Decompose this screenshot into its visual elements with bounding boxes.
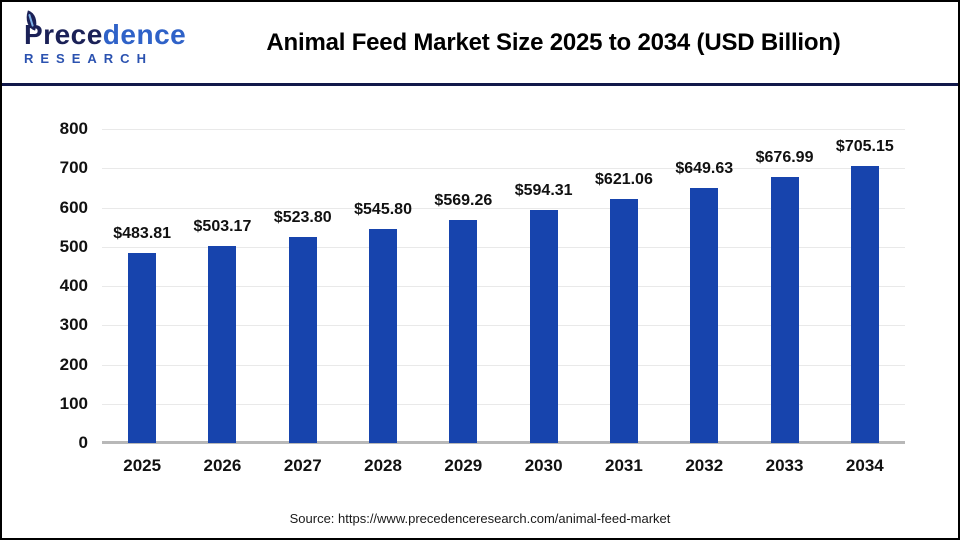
y-tick-label: 0 <box>78 433 88 452</box>
bar-value-label: $523.80 <box>273 209 332 227</box>
x-tick-label: 2026 <box>203 456 242 475</box>
bar-2030 <box>529 209 558 443</box>
bar-2027 <box>288 237 317 443</box>
bar-value-label: $569.26 <box>434 191 493 209</box>
x-tick-label: 2027 <box>283 456 322 475</box>
y-tick-label: 500 <box>59 236 88 256</box>
logo-wordmark: Precedence <box>24 18 219 50</box>
y-tick-label: 400 <box>59 276 88 295</box>
logo-word-part2: dence <box>102 18 187 50</box>
gridline <box>102 325 905 327</box>
gridline <box>102 286 905 287</box>
bar-2034 <box>850 166 879 443</box>
page-title: Animal Feed Market Size 2025 to 2034 (US… <box>266 28 841 56</box>
bar-2032 <box>690 188 719 443</box>
bar-value-label: $705.15 <box>835 138 894 156</box>
bar-value-label: $676.99 <box>755 149 814 167</box>
bar-value-label: $483.81 <box>113 225 172 243</box>
gridline <box>102 129 905 130</box>
gridline <box>102 403 905 405</box>
x-tick-label: 2033 <box>765 456 804 475</box>
plot-area: 0 100 200 300 400 500 600 700 800 $483.81 2025 $503… <box>60 119 905 475</box>
bar-2033 <box>770 177 799 443</box>
bar-2028 <box>369 228 398 443</box>
header: Precedence RESEARCH Animal Feed Market S… <box>2 2 958 86</box>
y-tick-label: 300 <box>59 315 88 335</box>
y-tick-label: 100 <box>59 393 88 413</box>
logo-word-part1: Prece <box>24 18 103 50</box>
bar-2031 <box>609 199 638 443</box>
gridline <box>102 246 905 248</box>
x-tick-label: 2025 <box>123 456 162 475</box>
x-tick-label: 2029 <box>444 456 483 475</box>
bar-2029 <box>449 219 478 443</box>
y-tick-label: 200 <box>59 354 88 374</box>
precedence-research-logo: Precedence RESEARCH <box>22 9 219 66</box>
y-tick-label: 700 <box>59 158 88 178</box>
logo-subtitle: RESEARCH <box>24 50 153 66</box>
bar-value-label: $621.06 <box>595 171 653 189</box>
bar-value-label: $503.17 <box>193 217 252 235</box>
bar-2025 <box>128 253 157 443</box>
bar-value-label: $649.63 <box>675 160 734 178</box>
chart-region: 0 100 200 300 400 500 600 700 800 $483.81 2025 $503… <box>2 89 958 508</box>
x-tick-label: 2028 <box>364 456 402 475</box>
bar-value-label: $594.31 <box>514 181 573 199</box>
gridline <box>102 207 905 209</box>
x-tick-label: 2032 <box>685 456 724 475</box>
gridline <box>102 364 905 366</box>
y-tick-label: 800 <box>59 119 88 138</box>
x-axis-line <box>102 441 905 444</box>
gridline <box>102 168 905 170</box>
x-tick-label: 2030 <box>524 456 563 475</box>
y-tick-label: 600 <box>59 197 88 217</box>
bar-2026 <box>208 245 237 443</box>
x-tick-label: 2031 <box>605 456 643 475</box>
bar-value-label: $545.80 <box>354 200 412 218</box>
x-tick-label: 2034 <box>845 456 884 475</box>
source-caption: Source: https://www.precedenceresearch.c… <box>289 511 671 526</box>
